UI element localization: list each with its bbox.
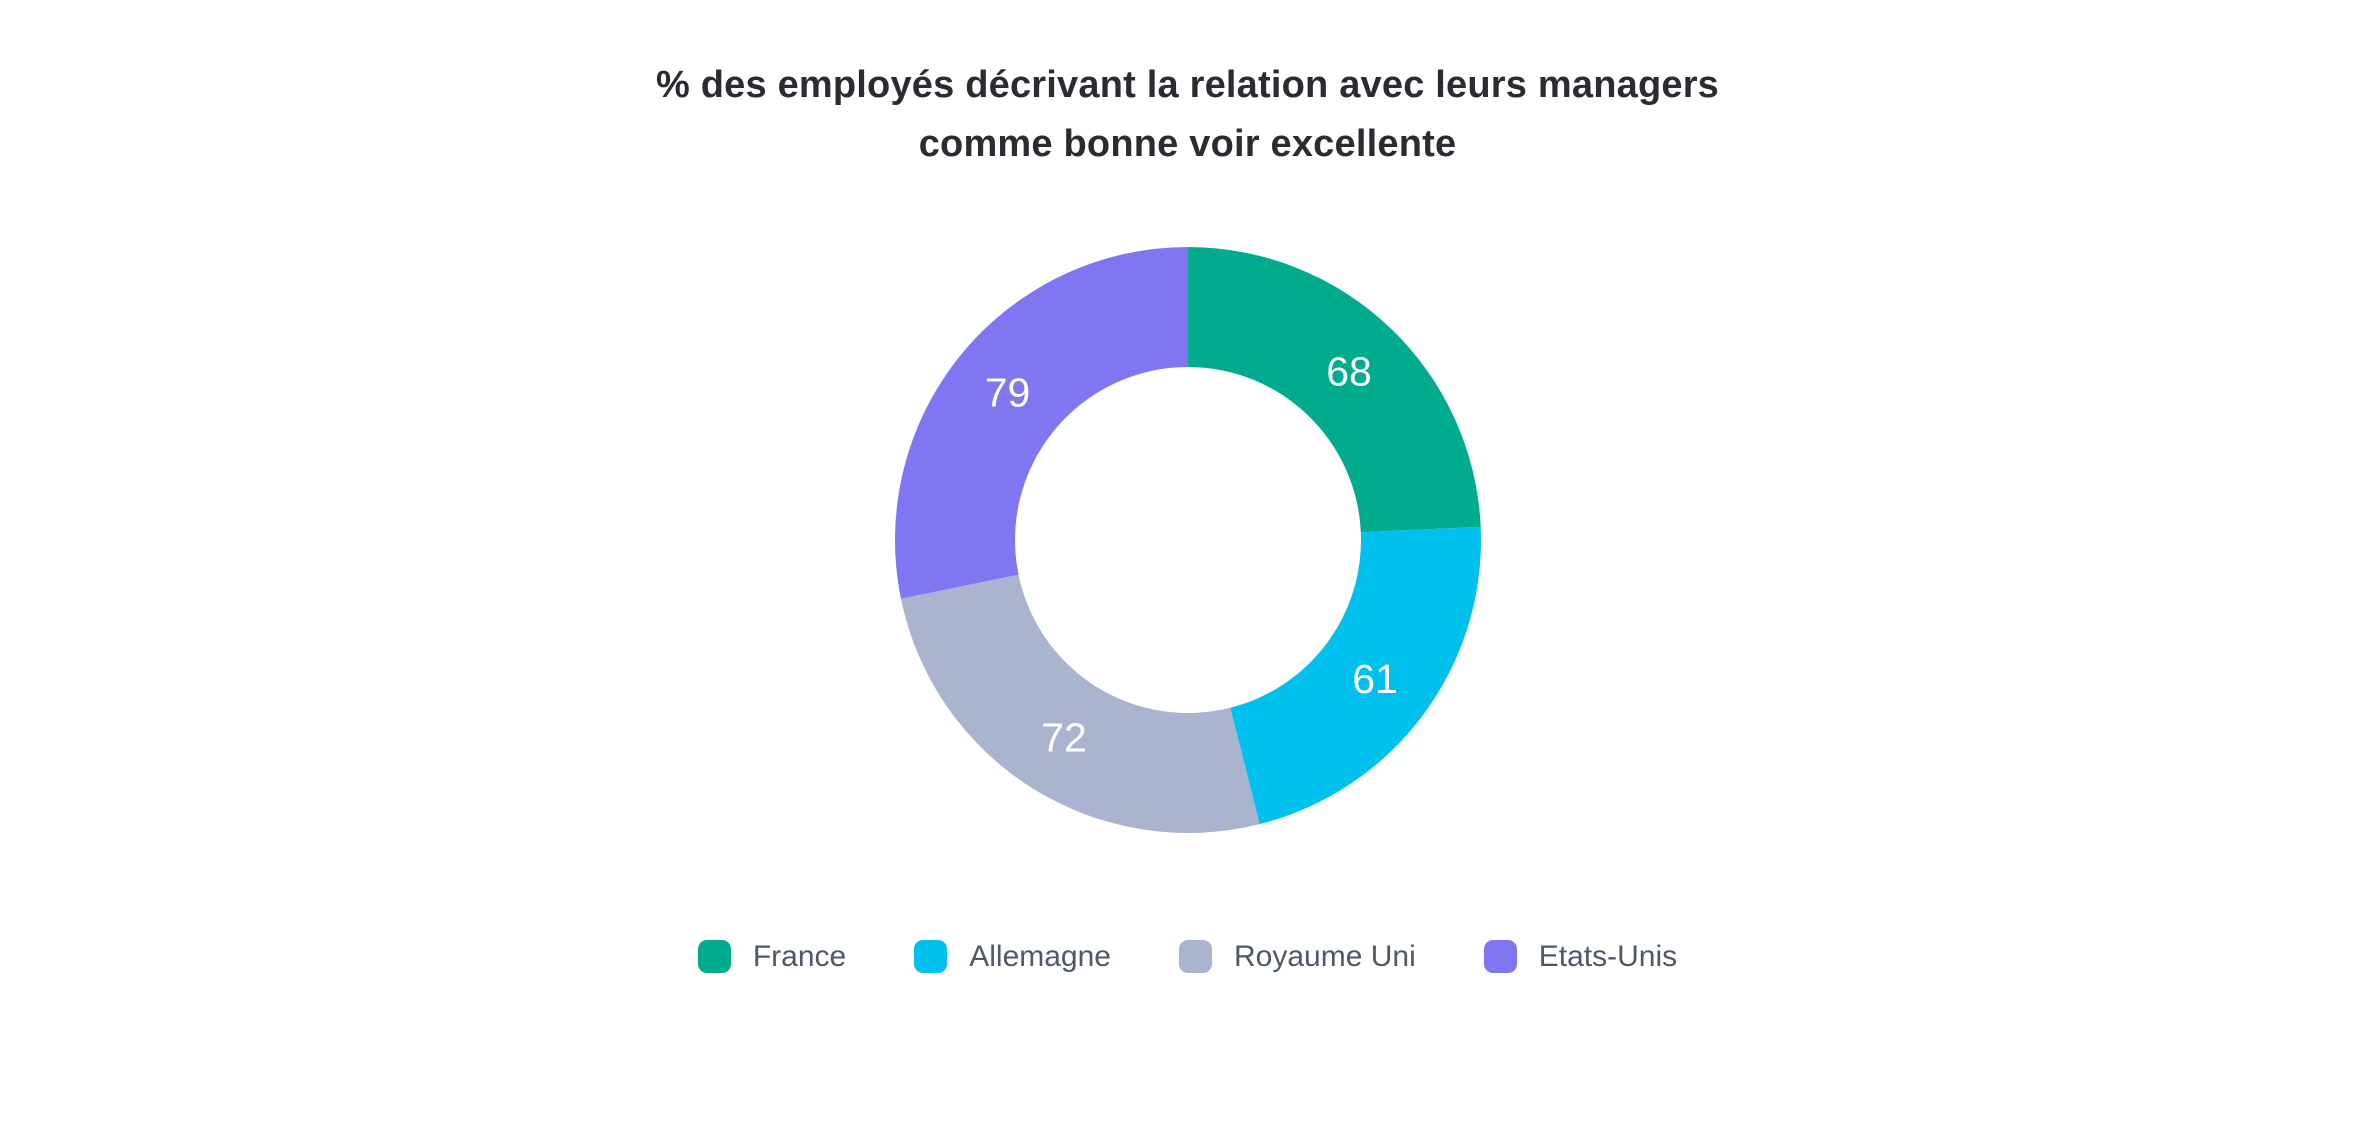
legend-swatch-etats-unis [1483,940,1517,973]
donut-segment-royaume-uni[interactable] [900,574,1260,833]
donut-chart-figure: % des employés décrivant la relation ave… [656,56,1719,973]
segment-value-label-france: 68 [1326,349,1372,395]
segment-value-label-royaume-uni: 72 [1041,714,1087,760]
legend-swatch-royaume-uni [1179,940,1212,973]
segment-value-label-allemagne: 61 [1352,656,1398,702]
donut-segment-france[interactable] [1187,247,1481,533]
legend-swatch-allemagne [914,940,948,973]
legend-label-etats-unis: Etats-Unis [1538,940,1678,973]
donut-segment-etats-unis[interactable] [894,247,1188,599]
legend-label-royaume-uni: Royaume Uni [1234,940,1416,973]
legend-swatch-france [697,940,731,973]
legend-item-france[interactable]: France [697,940,847,973]
segment-value-label-etats-unis: 79 [984,370,1030,416]
chart-title: % des employés décrivant la relation ave… [656,56,1719,174]
donut-segment-allemagne[interactable] [1229,526,1481,825]
legend-item-etats-unis[interactable]: Etats-Unis [1483,940,1678,973]
chart-title-line-2: comme bonne voir excellente [918,123,1457,165]
chart-legend: France Allemagne Royaume Uni Etats-Unis [697,940,1678,973]
legend-item-allemagne[interactable]: Allemagne [914,940,1111,973]
legend-label-allemagne: Allemagne [969,940,1111,973]
legend-label-france: France [752,940,847,973]
legend-item-royaume-uni[interactable]: Royaume Uni [1179,940,1416,973]
donut-chart: 68 61 72 79 [894,247,1481,833]
chart-title-line-1: % des employés décrivant la relation ave… [655,64,1720,106]
